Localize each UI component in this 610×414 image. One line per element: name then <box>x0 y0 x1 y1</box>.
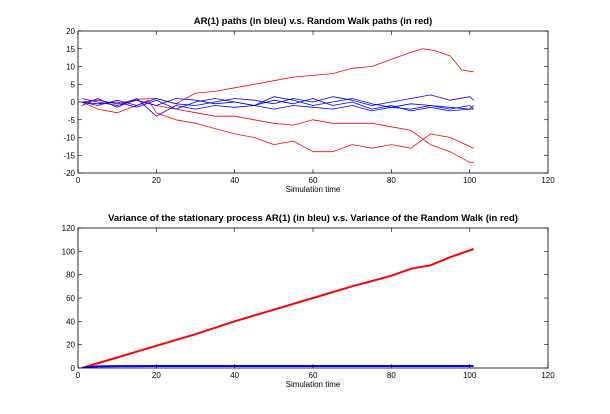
top-x-tick-label: 100 <box>463 176 477 185</box>
top-x-tick-label: 0 <box>76 176 81 185</box>
top-x-axis-label: Simulation time <box>286 185 341 194</box>
bottom-chart-title: Variance of the stationary process AR(1)… <box>108 213 518 224</box>
top-series-blue-line-3 <box>81 94 474 106</box>
top-y-tick-label: 5 <box>71 80 76 89</box>
bottom-x-tick-label: 20 <box>152 371 161 380</box>
bottom-x-tick-label: 80 <box>387 371 396 380</box>
top-x-tick-label: 60 <box>309 176 318 185</box>
bottom-series-blue-line-1 <box>81 365 474 368</box>
bottom-x-tick-label: 100 <box>463 371 477 380</box>
top-y-tick-label: 20 <box>66 27 75 36</box>
bottom-y-tick-label: 60 <box>66 294 75 303</box>
top-series-blue-line-5 <box>81 98 474 117</box>
top-chart-title: AR(1) paths (in bleu) v.s. Random Walk p… <box>194 16 433 27</box>
top-y-tick-label: -15 <box>63 151 75 160</box>
bottom-y-tick-label: 40 <box>66 317 75 326</box>
bottom-x-tick-label: 0 <box>76 371 81 380</box>
top-x-tick-label: 20 <box>152 176 161 185</box>
top-y-tick-label: 15 <box>66 45 75 54</box>
bottom-x-tick-label: 60 <box>309 371 318 380</box>
top-series-blue-line-6 <box>81 98 474 112</box>
bottom-x-tick-label: 40 <box>230 371 239 380</box>
top-y-tick-label: 10 <box>66 63 75 72</box>
bottom-y-tick-label: 120 <box>62 224 76 233</box>
bottom-series-red-line-0 <box>81 248 474 368</box>
top-y-tick-label: -5 <box>68 116 76 125</box>
bottom-y-tick-label: 80 <box>66 271 75 280</box>
top-y-tick-label: -10 <box>63 134 75 143</box>
top-series-group <box>81 48 474 163</box>
bottom-y-tick-label: 20 <box>66 341 75 350</box>
top-plot: AR(1) paths (in bleu) v.s. Random Walk p… <box>63 16 555 194</box>
bottom-y-tick-label: 100 <box>62 247 76 256</box>
top-x-tick-label: 40 <box>230 176 239 185</box>
bottom-plot: Variance of the stationary process AR(1)… <box>62 213 556 389</box>
top-x-tick-label: 120 <box>541 176 555 185</box>
top-series-blue-line-4 <box>81 96 474 110</box>
top-x-tick-label: 80 <box>387 176 396 185</box>
bottom-x-tick-label: 120 <box>541 371 555 380</box>
bottom-series-group <box>81 248 474 368</box>
top-series-red-line-0 <box>81 48 474 105</box>
top-y-tick-label: 0 <box>71 98 76 107</box>
bottom-x-axis-label: Simulation time <box>286 380 341 389</box>
top-y-tick-label: -20 <box>63 169 75 178</box>
bottom-y-tick-label: 0 <box>71 364 76 373</box>
